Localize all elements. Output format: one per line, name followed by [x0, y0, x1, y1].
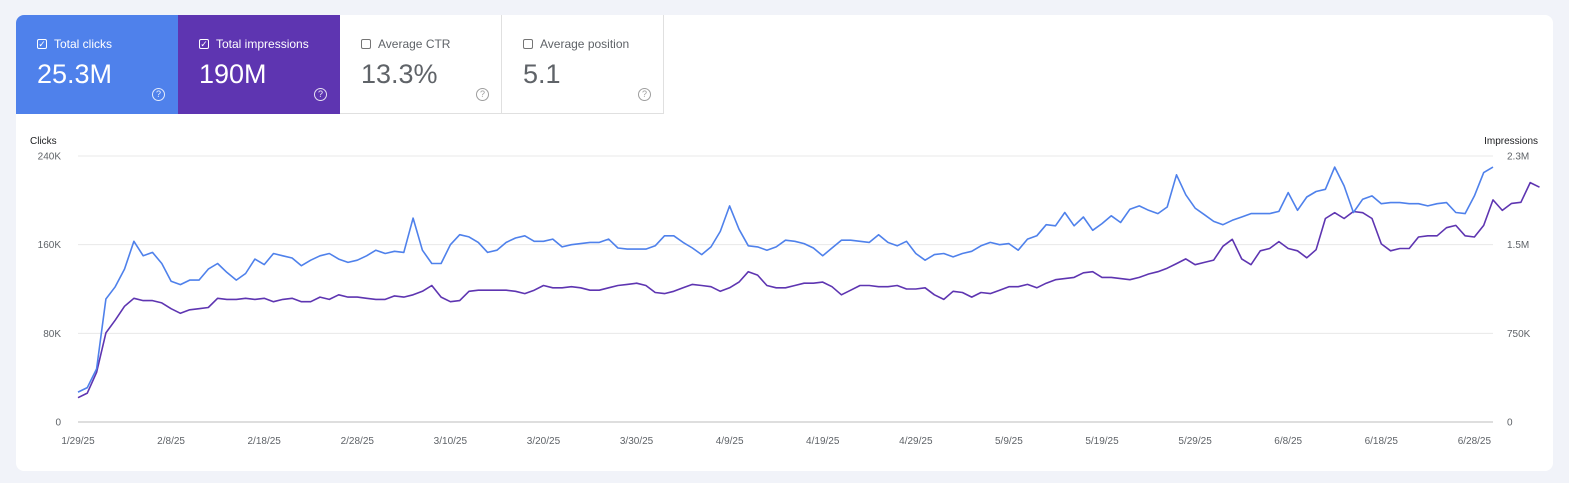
help-icon[interactable]: ? [638, 88, 651, 101]
x-tick-label: 3/20/25 [527, 436, 561, 447]
x-tick-label: 2/28/25 [341, 436, 375, 447]
metric-value: 25.3M [37, 59, 113, 89]
right-tick-label: 0 [1507, 418, 1513, 429]
x-tick-label: 6/8/25 [1274, 436, 1302, 447]
right-tick-label: 1.5M [1507, 240, 1529, 251]
metric-tile-average-position[interactable]: Average position 5.1 ? [502, 15, 664, 114]
x-tick-label: 5/9/25 [995, 436, 1023, 447]
x-tick-label: 4/19/25 [806, 436, 840, 447]
performance-card: ✓ Total clicks 25.3M ? ✓ Total impressio… [16, 15, 1553, 471]
right-axis-label: Impressions [1484, 136, 1538, 147]
metric-tile-total-clicks[interactable]: ✓ Total clicks 25.3M ? [16, 15, 178, 114]
metric-value: 5.1 [523, 59, 561, 89]
metric-tile-average-ctr[interactable]: Average CTR 13.3% ? [340, 15, 502, 114]
metric-label: Average position [540, 37, 630, 51]
metric-value: 190M [199, 59, 267, 89]
x-tick-label: 4/9/25 [716, 436, 744, 447]
left-tick-label: 160K [38, 240, 62, 251]
x-tick-label: 2/18/25 [247, 436, 281, 447]
metric-label: Total clicks [54, 37, 113, 51]
left-tick-label: 80K [43, 329, 61, 340]
checkbox-checked-icon[interactable]: ✓ [37, 38, 47, 49]
metric-label: Total impressions [216, 37, 309, 51]
x-tick-label: 5/19/25 [1085, 436, 1119, 447]
x-tick-label: 4/29/25 [899, 436, 933, 447]
checkbox-unchecked-icon[interactable] [361, 39, 371, 49]
performance-chart: Clicks Impressions 240K 160K 80K 0 2.3M 1.5M… [30, 136, 1540, 447]
left-axis-label: Clicks [30, 136, 57, 147]
impressions-series-line [77, 181, 1540, 399]
x-tick-label: 3/10/25 [434, 436, 468, 447]
right-tick-label: 2.3M [1507, 152, 1529, 163]
x-tick-label: 5/29/25 [1178, 436, 1212, 447]
x-tick-label: 1/29/25 [61, 436, 95, 447]
help-icon[interactable]: ? [476, 88, 489, 101]
metric-tiles: ✓ Total clicks 25.3M ? ✓ Total impressio… [16, 15, 664, 114]
left-tick-label: 240K [38, 152, 62, 163]
metric-value: 13.3% [361, 59, 438, 89]
left-tick-label: 0 [55, 418, 61, 429]
clicks-series-line [77, 166, 1494, 393]
metric-tile-total-impressions[interactable]: ✓ Total impressions 190M ? [178, 15, 340, 114]
x-tick-label: 3/30/25 [620, 436, 654, 447]
checkbox-checked-icon[interactable]: ✓ [199, 38, 209, 49]
checkbox-unchecked-icon[interactable] [523, 39, 533, 49]
x-tick-label: 6/28/25 [1458, 436, 1492, 447]
help-icon[interactable]: ? [152, 88, 165, 101]
metric-label: Average CTR [378, 37, 451, 51]
x-tick-label: 2/8/25 [157, 436, 185, 447]
x-tick-label: 6/18/25 [1365, 436, 1399, 447]
right-tick-label: 750K [1507, 329, 1531, 340]
help-icon[interactable]: ? [314, 88, 327, 101]
